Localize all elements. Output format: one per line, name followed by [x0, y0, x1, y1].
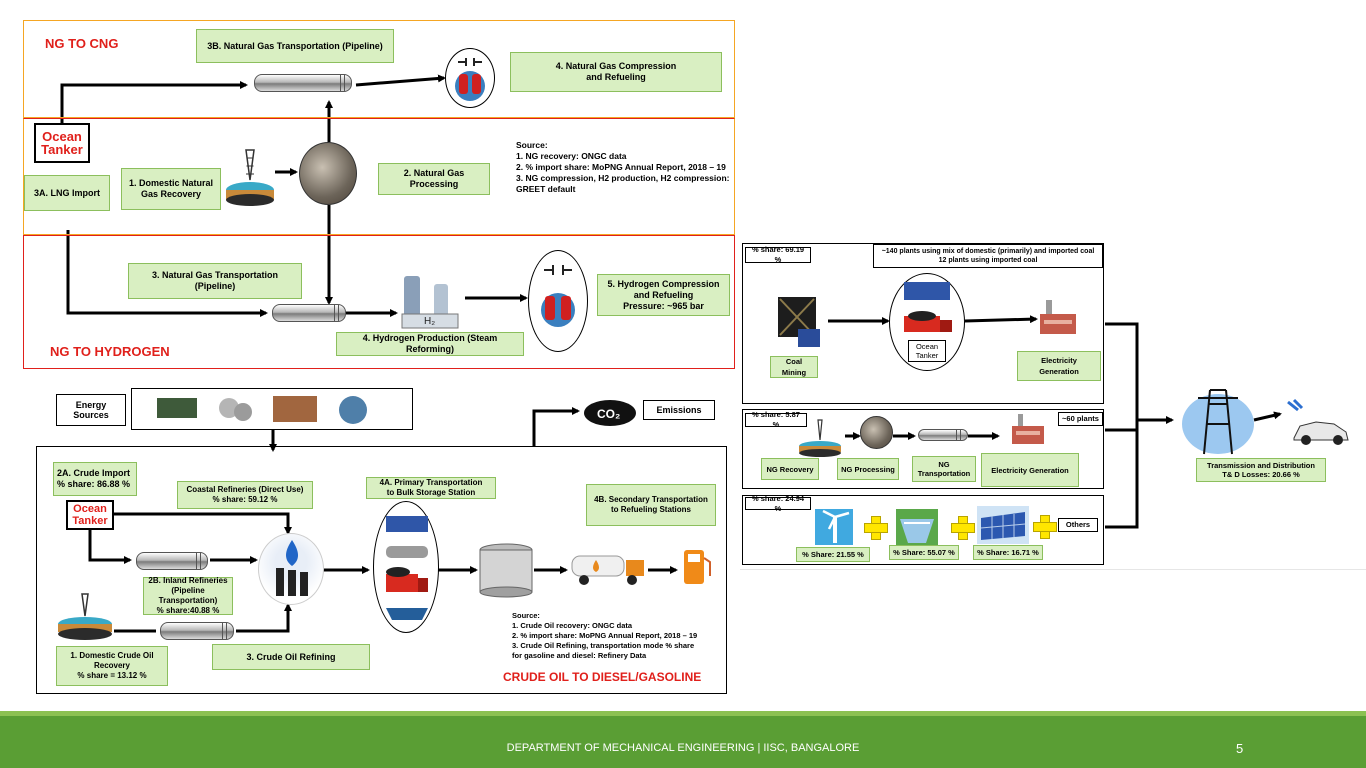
h2-compression-box: 5. Hydrogen Compression and Refueling Pr…: [597, 274, 730, 316]
pipeline-cng-icon: [254, 74, 352, 92]
coal-mining-icon: [776, 295, 826, 356]
ng-source-note: Source: 1. NG recovery: ONGC data 2. % i…: [516, 140, 730, 194]
ng-processing-elec-box: NG Processing: [837, 458, 899, 480]
wind-icon: [815, 509, 853, 550]
gas-processing-plant-icon: [299, 142, 357, 205]
storage-tank-icon: [478, 542, 534, 603]
ng-tanker-line1: Ocean: [42, 129, 82, 144]
coal-plants-note: ~140 plants using mix of domestic (prima…: [873, 244, 1103, 268]
page-number: 5: [1236, 741, 1244, 756]
gas-power-frame: [742, 409, 1104, 489]
transmission-tower-icon: [1180, 384, 1256, 463]
crude-tanker-line2: Tanker: [72, 515, 108, 527]
h2-production-box: 4. Hydrogen Production (Steam Reforming): [336, 332, 524, 356]
gas-well-icon: [797, 418, 843, 463]
ng-tanker-line2: Tanker: [41, 142, 83, 157]
ng-recovery-box: NG Recovery: [761, 458, 819, 480]
gas-plants-note: ~60 plants: [1058, 412, 1103, 426]
h2-production-plant-icon: H₂: [398, 270, 462, 337]
refinery-flame-icon: [270, 538, 314, 605]
primary-transport-box: 4A. Primary Transportation to Bulk Stora…: [366, 477, 496, 499]
ng-processing-box: 2. Natural Gas Processing: [378, 163, 490, 195]
energy-source-icons: [157, 394, 383, 431]
ng-to-cng-title: NG TO CNG: [45, 36, 119, 51]
connector-arrows: [60, 74, 1282, 633]
coastal-refineries-box: Coastal Refineries (Direct Use) % share:…: [177, 481, 313, 509]
coal-share-box: % share: 69.19 %: [745, 245, 811, 264]
co2-label: CO₂: [597, 407, 620, 421]
section-divider: [740, 569, 1366, 570]
plus-icon-2: [951, 516, 975, 540]
ng-to-h2-frame: [23, 235, 735, 369]
transmission-box: Transmission and Distribution T& D Losse…: [1196, 458, 1326, 482]
footer-department: DEPARTMENT OF MECHANICAL ENGINEERING | I…: [506, 742, 860, 754]
coal-generation-box: Electricity Generation: [1017, 351, 1101, 381]
lng-import-box: 3A. LNG Import: [24, 175, 110, 211]
crude-source-note: Source: 1. Crude Oil recovery: ONGC data…: [512, 611, 698, 660]
coal-power-plant-icon: [1038, 298, 1078, 343]
h2-pump-icon: [536, 258, 580, 347]
footer-bar: DEPARTMENT OF MECHANICAL ENGINEERING | I…: [0, 711, 1366, 768]
ng-middle-frame: [23, 118, 735, 235]
ng-well-icon: [224, 146, 276, 213]
gas-share-box: % share: 5.87 %: [745, 410, 807, 429]
pipeline-transport-cng-box: 3B. Natural Gas Transportation (Pipeline…: [196, 29, 394, 63]
cng-compression-box: 4. Natural Gas Compression and Refueling: [510, 52, 722, 92]
cng-pump-icon: [451, 52, 489, 109]
crude-pipeline-domestic-icon: [160, 622, 234, 640]
pipeline-h2-icon: [272, 304, 346, 322]
crude-well-icon: [56, 592, 114, 647]
renewable-share-box: % share: 24.94 %: [745, 494, 811, 513]
crude-to-fuel-title: CRUDE OIL TO DIESEL/GASOLINE: [503, 670, 702, 684]
ng-transport-elec-box: NG Transportation: [912, 456, 976, 482]
electric-car-icon: [1282, 396, 1354, 453]
hydro-icon: [896, 509, 938, 550]
crude-pipeline-import-icon: [136, 552, 208, 570]
transport-modes-icon: [384, 512, 430, 633]
inland-refineries-box: 2B. Inland Refineries (Pipeline Transpor…: [143, 576, 233, 615]
coal-power-frame: [742, 243, 1104, 404]
hydro-share-box: % Share: 55.07 %: [889, 545, 959, 560]
gas-power-plant-icon: [1010, 412, 1046, 453]
crude-oil-frame: [36, 446, 727, 694]
ng-ocean-tanker-icon: Ocean Tanker: [34, 123, 90, 163]
h2-chem-label: H₂: [424, 316, 435, 327]
coal-mining-box: Coal Mining: [770, 356, 818, 378]
crude-refining-box: 3. Crude Oil Refining: [212, 644, 370, 670]
gas-generation-box: Electricity Generation: [981, 453, 1079, 487]
coal-transport-icons: [902, 280, 954, 341]
domestic-ng-recovery-box: 1. Domestic Natural Gas Recovery: [121, 168, 221, 210]
fuel-truck-icon: [570, 550, 648, 591]
crude-ocean-tanker-icon: Ocean Tanker: [66, 500, 114, 530]
ng-to-cng-frame: [23, 20, 735, 118]
coal-tanker-box: Ocean Tanker: [908, 340, 946, 362]
co2-cloud-icon: CO₂: [582, 398, 638, 433]
pipeline-transport-h2-box: 3. Natural Gas Transportation (Pipeline): [128, 263, 302, 299]
emissions-box: Emissions: [643, 400, 715, 420]
secondary-transport-box: 4B. Secondary Transportation to Refuelin…: [586, 484, 716, 526]
gas-processing-icon: [860, 416, 893, 449]
fuel-pump-icon: [680, 546, 714, 591]
others-box: Others: [1058, 518, 1098, 532]
gas-pipeline-icon: [918, 429, 968, 441]
crude-import-box: 2A. Crude Import % share: 86.88 %: [53, 462, 137, 496]
plus-icon-1: [864, 516, 888, 540]
renewable-frame: [742, 495, 1104, 565]
ng-to-h2-title: NG TO HYDROGEN: [50, 344, 170, 359]
solar-icon: [977, 506, 1029, 549]
energy-sources-box: Energy Sources: [56, 394, 126, 426]
crude-tanker-line1: Ocean: [73, 503, 107, 515]
energy-sources-strip: [131, 388, 413, 430]
wind-share-box: % Share: 21.55 %: [796, 547, 870, 562]
solar-share-box: % Share: 16.71 %: [973, 545, 1043, 560]
plus-icon-3: [1033, 515, 1057, 539]
domestic-crude-recovery-box: 1. Domestic Crude Oil Recovery % share =…: [56, 646, 168, 686]
